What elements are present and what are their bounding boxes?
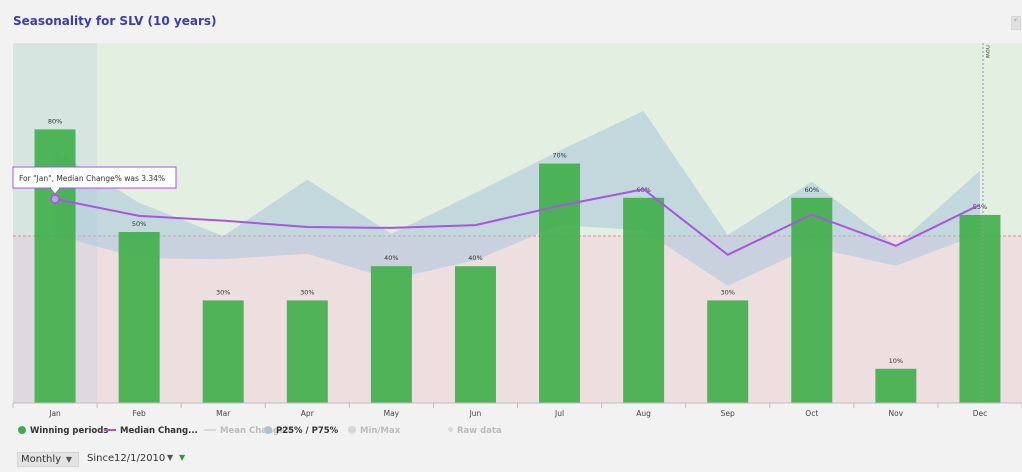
bar-label-Sep: 30% <box>720 288 734 296</box>
bar-label-Apr: 30% <box>300 288 314 296</box>
legend-marker <box>264 425 272 434</box>
x-tick-label-Oct: Oct <box>805 409 818 418</box>
legend-label: Min/Max <box>360 426 401 436</box>
period-select-value: Monthly <box>21 454 62 465</box>
bar-Apr <box>286 300 328 403</box>
legend-label: Median Chang... <box>120 426 198 436</box>
bar-Aug <box>623 197 665 403</box>
tooltip-box <box>12 166 177 189</box>
x-tick-label-Nov: Nov <box>889 409 904 418</box>
bar-label-Jun: 40% <box>468 254 482 262</box>
bar-label-Nov: 10% <box>889 357 903 365</box>
x-tick-label-Dec: Dec <box>973 409 988 418</box>
legend-item-3[interactable]: P25% / P75% <box>264 424 338 438</box>
x-tick-label-May: May <box>384 409 400 418</box>
bar-Dec <box>959 214 1001 403</box>
bar-Oct <box>791 197 833 403</box>
chevron-down-icon[interactable]: ▼ <box>167 453 174 462</box>
negative-zone <box>13 236 1022 403</box>
legend-marker <box>104 428 116 431</box>
chart-title: Seasonality for SLV (10 years) <box>13 14 217 28</box>
bar-label-Dec: 55% <box>973 203 987 211</box>
bar-Sep <box>707 300 749 403</box>
winning-bars <box>34 129 1001 403</box>
x-tick-label-Feb: Feb <box>132 409 146 418</box>
bar-Feb <box>118 232 160 403</box>
bar-May <box>370 266 412 403</box>
bar-Mar <box>202 300 244 403</box>
now-label: now <box>984 45 992 59</box>
legend-item-0[interactable]: Winning periods <box>18 424 108 438</box>
bar-label-Jan: 80% <box>48 117 62 125</box>
bar-Jun <box>454 266 496 403</box>
legend-marker <box>204 428 216 431</box>
x-tick-label-Jan: Jan <box>48 409 61 418</box>
bar-label-Jul: 70% <box>552 152 566 160</box>
bar-label-May: 40% <box>384 254 398 262</box>
median-point-highlight <box>50 194 60 204</box>
legend-item-2[interactable]: Mean Change% <box>204 424 293 438</box>
bar-Jul <box>539 163 581 403</box>
x-tick-label-Sep: Sep <box>721 409 735 418</box>
x-tick-label-Apr: Apr <box>301 409 315 418</box>
period-select[interactable]: Monthly ▼ <box>17 452 79 467</box>
legend-label: Winning periods <box>30 426 109 436</box>
x-tick-label-Mar: Mar <box>216 409 231 418</box>
since-label: Since <box>87 453 115 464</box>
legend-item-4[interactable]: Min/Max <box>348 424 400 438</box>
legend-marker <box>448 427 453 432</box>
x-tick-label-Aug: Aug <box>636 409 651 418</box>
chevron-down-icon: ▼ <box>65 455 72 464</box>
x-axis: Jan Feb Mar Apr May Jun Jul Aug Sep Oct Nov Dec <box>12 402 1022 418</box>
tooltip-text: For "Jan", Median Change% was 3.34% <box>19 174 165 183</box>
filter-icon[interactable]: ▼ <box>179 453 186 462</box>
seasonality-chart[interactable]: 80%50%30% 30%40% 40%70%60%30%60%10%55% Jan… <box>0 0 1022 420</box>
bar-label-Oct: 60% <box>805 186 819 194</box>
legend-item-5[interactable]: Raw data <box>448 424 502 438</box>
median-polyline <box>54 188 981 256</box>
p25-p75-band <box>55 110 980 286</box>
p25-p75-area <box>55 110 980 286</box>
expand-icon[interactable]: ⌜ <box>1011 16 1021 30</box>
bar-Nov <box>875 368 917 403</box>
bar-label-Mar: 30% <box>216 288 230 296</box>
legend-marker <box>348 425 356 434</box>
chart-tooltip: For "Jan", Median Change% was 3.34% <box>12 166 177 195</box>
legend-label: P25% / P75% <box>276 426 339 436</box>
legend-marker <box>18 425 26 434</box>
legend-label: Mean Change% <box>220 426 294 436</box>
x-tick-label-Jul: Jul <box>554 409 564 418</box>
median-line <box>50 188 981 256</box>
since-date-value[interactable]: 12/1/2010 <box>114 453 166 464</box>
now-marker: now <box>982 43 992 403</box>
bar-label-Feb: 50% <box>132 220 146 228</box>
legend-item-1[interactable]: Median Chang... <box>104 424 198 438</box>
x-tick-label-Jun: Jun <box>469 409 482 418</box>
legend-label: Raw data <box>457 426 502 436</box>
